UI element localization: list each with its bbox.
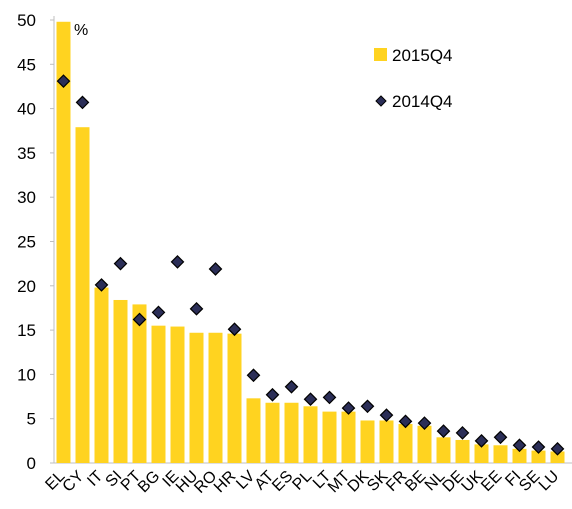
- y-tick-label: 0: [27, 454, 36, 473]
- marker-dk: [360, 399, 375, 414]
- bar-pt: [132, 304, 147, 463]
- bar-uk: [474, 444, 489, 463]
- marker-lt: [322, 390, 337, 405]
- x-tick-label: BG: [135, 468, 163, 496]
- bar-se: [531, 450, 546, 463]
- bar-fr: [398, 424, 413, 463]
- x-tick-label: CY: [60, 468, 88, 496]
- bar-it: [94, 287, 109, 463]
- marker-hr: [227, 322, 242, 337]
- bar-cy: [75, 127, 90, 464]
- marker-fr: [398, 414, 413, 429]
- marker-it: [94, 278, 109, 292]
- marker-lu: [550, 441, 565, 456]
- bar-lt: [322, 411, 337, 463]
- marker-si: [113, 256, 128, 271]
- marker-ro: [208, 262, 223, 276]
- y-tick-label: 40: [17, 100, 36, 119]
- x-tick-label: LU: [536, 468, 562, 494]
- bar-hu: [189, 332, 204, 463]
- y-tick-label: 50: [17, 11, 36, 30]
- bar-lu: [550, 451, 565, 463]
- legend: 2015Q4 2014Q4: [374, 46, 453, 111]
- bar-lv: [246, 398, 261, 463]
- unit-label: %: [74, 22, 88, 39]
- legend-marker-2014q4: [375, 95, 387, 107]
- marker-sk: [379, 408, 394, 423]
- y-tick-label: 35: [17, 144, 36, 163]
- y-tick-label: 15: [17, 321, 36, 340]
- legend-label-2015q4: 2015Q4: [392, 46, 453, 65]
- marker-cy: [75, 95, 90, 110]
- marker-uk: [474, 434, 489, 448]
- y-tick-label: 20: [17, 277, 36, 296]
- legend-swatch-2015q4: [374, 48, 387, 61]
- bar-be: [417, 425, 432, 463]
- y-tick-label: 25: [17, 233, 36, 252]
- marker-el: [56, 74, 71, 88]
- y-tick-label: 10: [17, 365, 36, 384]
- bar-si: [113, 299, 128, 463]
- bar-dk: [360, 420, 375, 463]
- bar-pl: [303, 406, 318, 463]
- bar-nl: [436, 437, 451, 463]
- bar-fi: [512, 448, 527, 463]
- markers-group: [56, 74, 565, 456]
- marker-bg: [151, 305, 166, 320]
- marker-se: [531, 440, 546, 454]
- x-tick-label: EE: [478, 468, 505, 495]
- marker-de: [455, 426, 470, 440]
- y-tick-label: 45: [17, 55, 36, 74]
- bar-mt: [341, 411, 356, 463]
- bar-el: [56, 21, 71, 463]
- marker-ie: [170, 255, 185, 269]
- bar-es: [284, 402, 299, 463]
- bar-de: [455, 439, 470, 463]
- marker-pl: [303, 392, 318, 407]
- marker-hu: [189, 301, 204, 316]
- marker-nl: [436, 424, 451, 438]
- bar-sk: [379, 420, 394, 463]
- marker-pt: [132, 312, 147, 327]
- bar-hr: [227, 333, 242, 463]
- marker-at: [265, 387, 280, 402]
- bar-bg: [151, 325, 166, 463]
- bar-ie: [170, 326, 185, 463]
- marker-mt: [341, 401, 356, 415]
- marker-fi: [512, 438, 527, 453]
- marker-es: [284, 379, 299, 394]
- marker-be: [417, 416, 432, 430]
- marker-ee: [493, 430, 508, 445]
- y-tick-label: 5: [27, 410, 36, 429]
- bars-group: [56, 21, 565, 464]
- marker-lv: [246, 368, 261, 383]
- bar-ee: [493, 445, 508, 463]
- legend-label-2014q4: 2014Q4: [392, 92, 453, 111]
- bar-at: [265, 402, 280, 463]
- bar-ro: [208, 332, 223, 463]
- y-tick-label: 30: [17, 188, 36, 207]
